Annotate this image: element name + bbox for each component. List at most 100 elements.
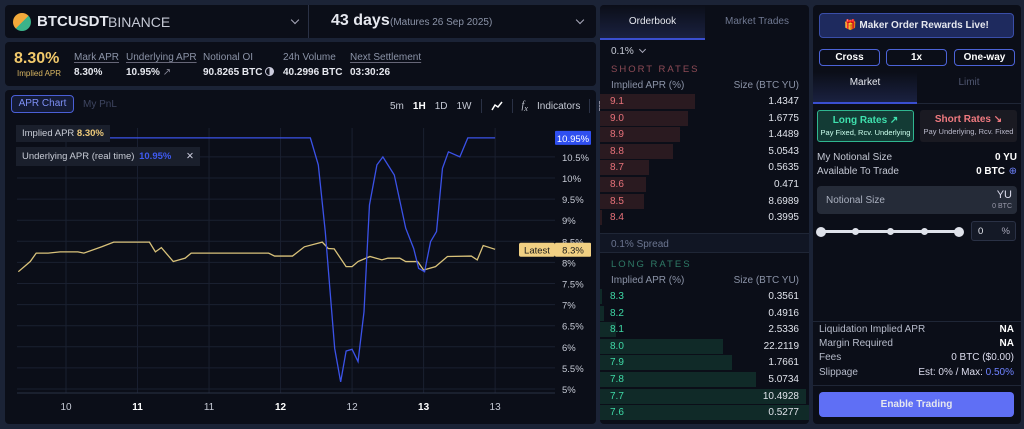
price-label: 8.3% [562, 246, 584, 257]
y-tick-label: 5.5% [562, 364, 584, 375]
chevron-down-icon [290, 15, 300, 25]
rate-size: 0.471 [773, 179, 799, 190]
percent-input[interactable]: 0% [971, 221, 1016, 241]
short-rate-row[interactable]: 8.6 0.471 [600, 177, 809, 193]
rate-price: 7.9 [610, 357, 624, 369]
divider [813, 385, 1021, 386]
depth-bar [600, 355, 732, 371]
days-to-maturity: 43 days [331, 12, 390, 29]
maturity-date: (Matures 26 Sep 2025) [390, 17, 493, 28]
y-tick-label: 9.5% [562, 195, 584, 206]
rate-size: 8.6989 [768, 195, 799, 207]
short-rate-row[interactable]: 8.8 5.0543 [600, 143, 809, 160]
latest-label: Latest [524, 246, 550, 257]
tab-my-pnl[interactable]: My PnL [83, 99, 117, 110]
price-label-bg [555, 130, 591, 145]
x-tick-label: 12 [347, 402, 359, 413]
trade-panel: 🎁 Maker Order Rewards Live! Cross 1x One… [813, 5, 1021, 424]
long-rate-row[interactable]: 7.9 1.7661 [600, 355, 809, 371]
divider [308, 5, 309, 38]
add-circle-icon[interactable]: ⊕ [1008, 166, 1017, 177]
enable-trading-button[interactable]: Enable Trading [819, 392, 1014, 417]
slider-step[interactable] [921, 228, 928, 235]
short-rate-row[interactable]: 9.1 1.4347 [600, 94, 809, 110]
rate-size: 1.6775 [768, 112, 799, 124]
depth-bar [600, 289, 602, 304]
timeframe-5m[interactable]: 5m [390, 100, 404, 112]
tab-apr-chart[interactable]: APR Chart [11, 95, 74, 113]
available-to-trade: Available To Trade 0 BTC ⊕ [817, 166, 1017, 177]
tab-orderbook[interactable]: Orderbook [600, 5, 705, 40]
short-rate-row[interactable]: 9.0 1.6775 [600, 110, 809, 127]
notional-size-input[interactable]: Notional Size YU 0 BTC [817, 186, 1017, 214]
chart-panel: APR Chart My PnL 5m 1H 1D 1W fx Indicato… [5, 90, 610, 424]
fx-icon[interactable]: fx [521, 99, 528, 113]
col-price: Implied APR (%) [611, 80, 685, 91]
depth-bar [600, 305, 605, 321]
slider-step[interactable] [816, 226, 826, 237]
long-rate-row[interactable]: 8.3 0.3561 [600, 289, 809, 305]
stat-underlying-apr[interactable]: Underlying APR 10.95% ↗ [126, 52, 197, 78]
x-tick-label: 13 [418, 402, 430, 413]
tab-market[interactable]: Market [813, 72, 917, 104]
short-rate-row[interactable]: 8.4 0.3995 [600, 210, 809, 226]
long-rates-button[interactable]: Long Rates ↗ Pay Fixed, Rcv. Underlying [817, 110, 914, 142]
long-rate-row[interactable]: 8.1 2.5336 [600, 322, 809, 338]
rate-size: 10.4928 [762, 390, 799, 402]
implied-apr-label: Implied APR [17, 69, 62, 78]
y-tick-label: 5% [562, 385, 576, 396]
timeframe-1h[interactable]: 1H [412, 100, 426, 112]
timeframe-1d[interactable]: 1D [434, 100, 448, 112]
precision-selector[interactable]: 0.1% [611, 45, 646, 57]
depth-bar [600, 193, 644, 209]
long-rate-row[interactable]: 7.8 5.0734 [600, 372, 809, 388]
rate-size: 0.5635 [768, 162, 799, 174]
long-rate-row[interactable]: 7.7 10.4928 [600, 388, 809, 405]
close-icon[interactable]: ✕ [185, 151, 194, 162]
rate-size: 2.5336 [768, 324, 799, 336]
depth-bar [600, 177, 647, 192]
series-line-implied-apr [17, 241, 496, 273]
rate-price: 9.1 [610, 96, 624, 107]
rate-price: 7.8 [610, 374, 624, 385]
col-size: Size (BTC YU) [733, 275, 799, 286]
position-mode-button[interactable]: One-way [954, 49, 1015, 66]
timeframe-1w[interactable]: 1W [456, 100, 472, 112]
long-rate-row[interactable]: 7.6 0.5277 [600, 405, 809, 421]
rate-size: 1.4489 [768, 129, 799, 141]
maker-rewards-button[interactable]: 🎁 Maker Order Rewards Live! [819, 13, 1014, 38]
long-rate-row[interactable]: 8.2 0.4916 [600, 305, 809, 322]
rate-price: 8.8 [610, 145, 624, 157]
indicators-button[interactable]: Indicators [536, 100, 581, 112]
external-link-icon[interactable]: ↗ [162, 67, 172, 78]
tab-limit[interactable]: Limit [917, 72, 1021, 104]
margin-mode-button[interactable]: Cross [819, 49, 880, 66]
market-selector[interactable]: BTCUSDT BINANCE [5, 5, 308, 38]
long-rate-row[interactable]: 8.0 22.2119 [600, 338, 809, 355]
depth-bar [600, 388, 807, 404]
y-tick-label: 10.5% [562, 153, 589, 164]
tab-market-trades[interactable]: Market Trades [725, 16, 789, 27]
market-symbol: BTCUSDT [37, 13, 109, 30]
slider-step[interactable] [852, 228, 859, 235]
y-tick-label: 7% [562, 301, 576, 312]
x-tick-label: 10 [60, 402, 72, 413]
series-line-underlying-apr [18, 137, 496, 382]
line-chart-icon[interactable] [490, 101, 503, 111]
short-rates-button[interactable]: Short Rates ↘ Pay Underlying, Rcv. Fixed [920, 110, 1017, 142]
short-rate-row[interactable]: 8.9 1.4489 [600, 127, 809, 143]
short-rate-row[interactable]: 8.5 8.6989 [600, 193, 809, 210]
rate-price: 8.0 [610, 340, 624, 352]
leverage-button[interactable]: 1x [886, 49, 947, 66]
short-rate-row[interactable]: 8.7 0.5635 [600, 160, 809, 176]
slider-step[interactable] [954, 226, 964, 237]
y-tick-label: 6.5% [562, 322, 584, 333]
gift-icon: 🎁 [844, 20, 857, 31]
rate-price: 8.2 [610, 307, 624, 319]
rate-size: 0.4916 [768, 307, 799, 319]
maturity-selector[interactable]: 43 days (Matures 26 Sep 2025) [309, 5, 596, 38]
stat-24h-volume: 24h Volume 40.2996 BTC [283, 52, 343, 78]
slider-step[interactable] [886, 228, 894, 235]
y-tick-label: 10% [562, 174, 582, 185]
rate-size: 0.3995 [768, 212, 799, 224]
